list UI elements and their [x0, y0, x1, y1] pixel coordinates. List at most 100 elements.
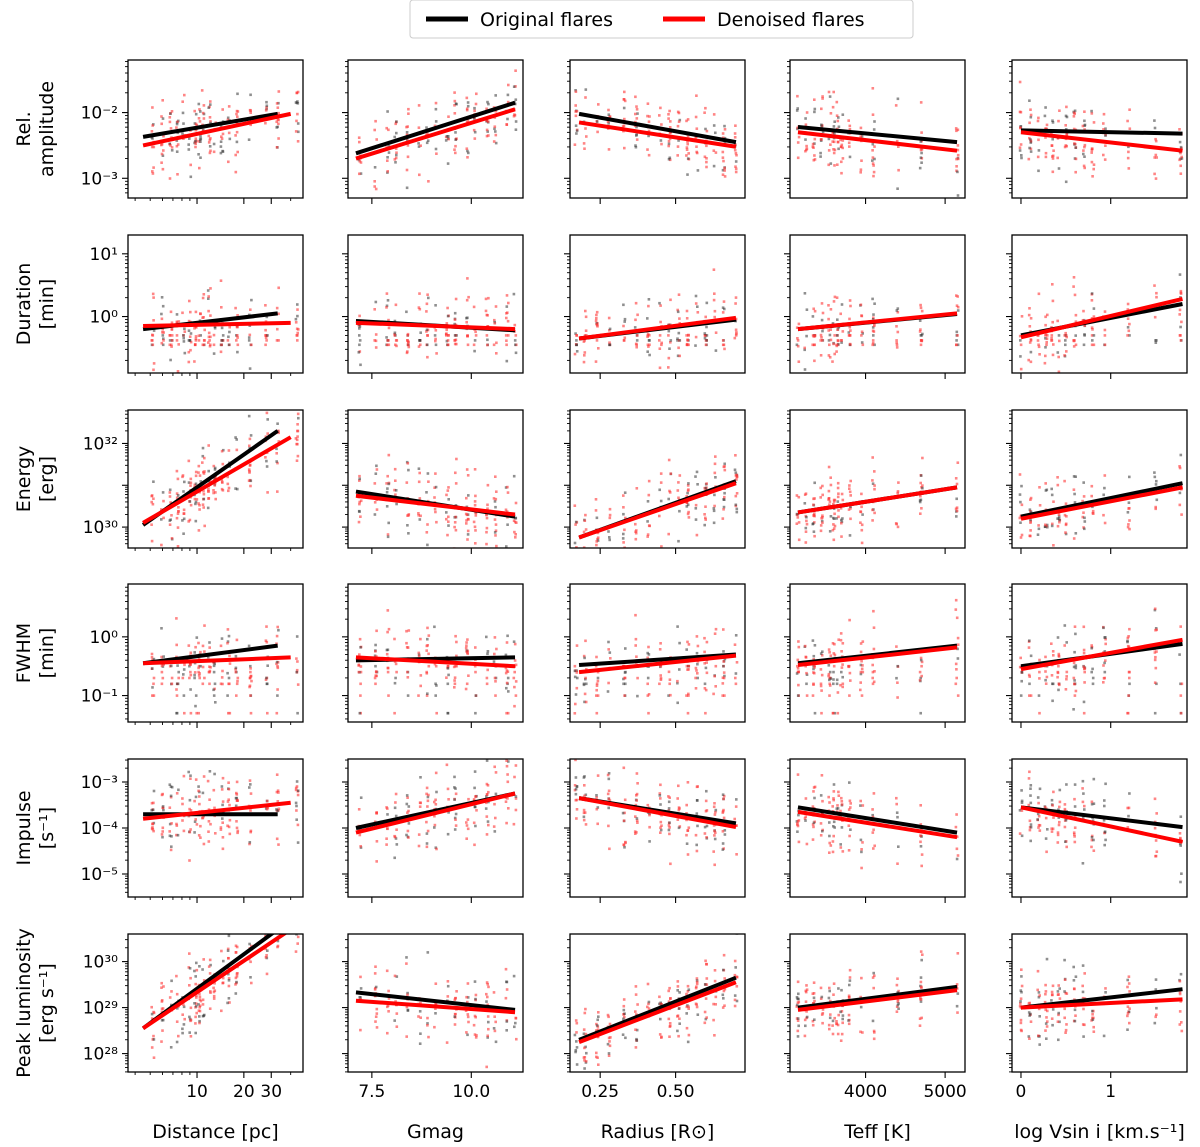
scatter-point	[505, 339, 508, 342]
scatter-point	[426, 799, 430, 803]
scatter-point	[418, 518, 422, 521]
scatter-point	[277, 137, 280, 140]
scatter-point	[199, 664, 202, 668]
scatter-point	[394, 662, 398, 666]
scatter-point	[648, 115, 651, 118]
scatter-point	[703, 336, 707, 340]
scatter-point	[849, 505, 852, 508]
scatter-point	[212, 491, 215, 495]
scatter-point	[722, 671, 726, 674]
scatter-point	[1103, 830, 1107, 833]
scatter-point	[1027, 777, 1031, 780]
scatter-point	[956, 170, 959, 174]
scatter-point	[506, 523, 509, 526]
scatter-point	[1057, 652, 1061, 656]
scatter-point	[453, 311, 457, 315]
scatter-point	[1020, 156, 1023, 160]
scatter-point	[694, 475, 697, 478]
scatter-point	[832, 652, 836, 655]
scatter-point	[160, 833, 164, 836]
scatter-point	[466, 101, 470, 104]
scatter-point	[386, 807, 389, 810]
scatter-point	[1029, 694, 1033, 697]
scatter-point	[187, 329, 191, 332]
scatter-point	[235, 796, 238, 800]
scatter-point	[667, 366, 670, 369]
scatter-point	[1081, 862, 1085, 865]
scatter-point	[828, 343, 831, 347]
scatter-point	[189, 673, 193, 677]
scatter-point	[668, 126, 672, 129]
scatter-point	[395, 344, 398, 348]
scatter-point	[434, 107, 438, 111]
scatter-point	[1065, 515, 1068, 518]
scatter-point	[685, 842, 689, 845]
scatter-point	[1029, 138, 1032, 141]
scatter-point	[1179, 711, 1183, 715]
scatter-point	[821, 516, 824, 519]
scatter-point	[406, 343, 410, 347]
scatter-point	[247, 138, 251, 141]
scatter-point	[1072, 661, 1076, 665]
scatter-point	[795, 343, 799, 347]
scatter-point	[296, 314, 299, 318]
scatter-point	[658, 366, 662, 370]
scatter-point	[607, 797, 611, 801]
scatter-point	[575, 110, 579, 113]
scatter-point	[447, 515, 450, 519]
scatter-point	[453, 112, 457, 115]
scatter-point	[219, 279, 223, 282]
scatter-point	[1104, 782, 1107, 786]
scatter-point	[1028, 307, 1031, 310]
scatter-point	[294, 801, 298, 805]
scatter-point	[512, 822, 516, 826]
scatter-point	[221, 682, 224, 686]
scatter-point	[695, 127, 699, 130]
scatter-point	[859, 303, 863, 307]
scatter-point	[425, 792, 428, 796]
scatter-point	[485, 682, 489, 686]
scatter-point	[1126, 636, 1130, 640]
scatter-point	[1154, 341, 1158, 344]
scatter-point	[189, 163, 192, 167]
scatter-point	[175, 682, 179, 686]
scatter-point	[161, 806, 165, 810]
scatter-point	[208, 138, 212, 142]
scatter-point	[676, 679, 679, 683]
scatter-point	[723, 124, 726, 128]
scatter-point	[704, 516, 707, 520]
scatter-point	[574, 523, 577, 526]
scatter-point	[919, 656, 923, 660]
scatter-point	[954, 127, 958, 130]
scatter-point	[840, 171, 843, 175]
scatter-point	[1028, 694, 1031, 697]
scatter-point	[796, 339, 800, 342]
scatter-point	[213, 326, 217, 330]
scatter-point	[160, 143, 164, 146]
scatter-point	[373, 166, 377, 169]
scatter-point	[648, 813, 651, 817]
scatter-point	[734, 160, 738, 163]
scatter-point	[811, 694, 815, 697]
scatter-point	[1073, 492, 1076, 496]
scatter-point	[454, 131, 457, 134]
scatter-point	[734, 471, 738, 474]
scatter-point	[1103, 670, 1107, 674]
scatter-point	[455, 457, 458, 461]
scatter-point	[275, 790, 279, 794]
scatter-point	[668, 682, 671, 686]
scatter-point	[1154, 655, 1157, 659]
scatter-point	[249, 783, 252, 786]
scatter-point	[828, 356, 832, 359]
scatter-point	[1074, 632, 1077, 636]
scatter-point	[803, 817, 807, 820]
scatter-point	[847, 824, 851, 827]
scatter-point	[873, 302, 876, 305]
scatter-point	[151, 822, 154, 826]
scatter-point	[235, 339, 238, 342]
scatter-point	[151, 334, 155, 337]
scatter-point	[395, 828, 398, 831]
scatter-point	[1045, 675, 1049, 679]
scatter-point	[160, 161, 163, 164]
scatter-point	[276, 118, 280, 121]
